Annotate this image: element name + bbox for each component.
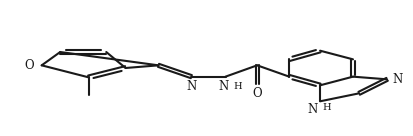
Text: N: N — [218, 80, 228, 93]
Text: O: O — [252, 87, 261, 100]
Text: O: O — [25, 59, 34, 72]
Text: N: N — [307, 103, 317, 116]
Text: H: H — [321, 103, 330, 112]
Text: N: N — [186, 80, 196, 93]
Text: H: H — [233, 82, 241, 91]
Text: N: N — [391, 73, 401, 86]
